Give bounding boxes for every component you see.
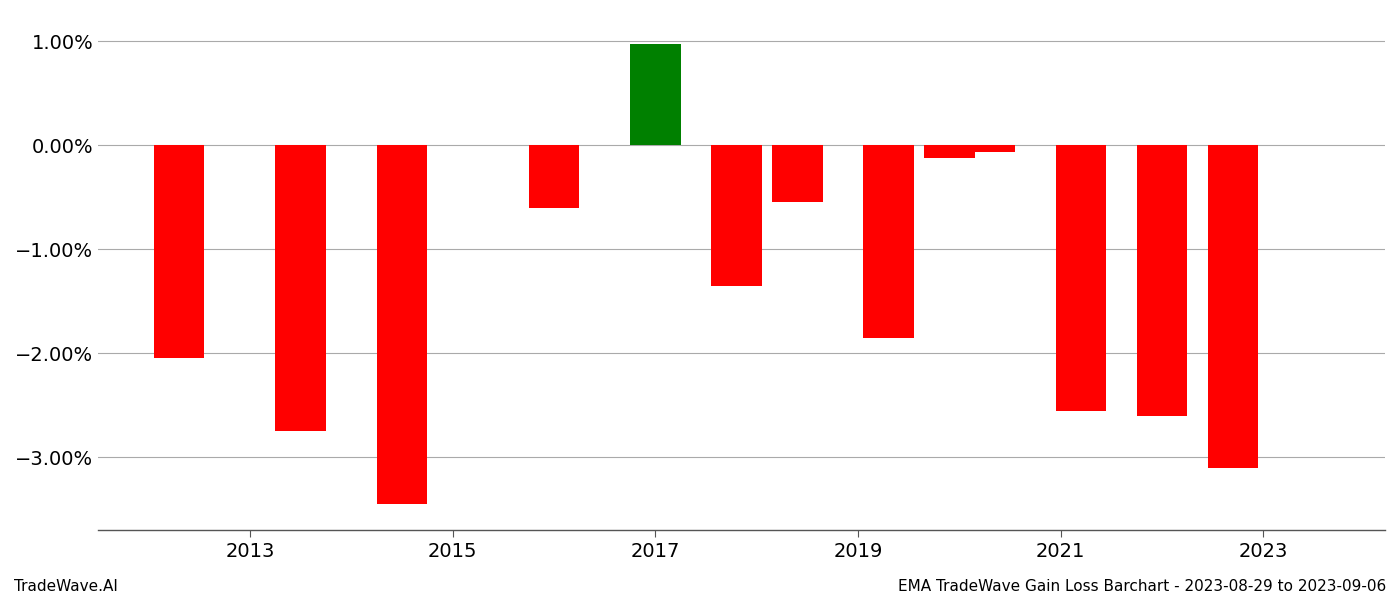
Bar [924,145,974,158]
Text: EMA TradeWave Gain Loss Barchart - 2023-08-29 to 2023-09-06: EMA TradeWave Gain Loss Barchart - 2023-… [897,579,1386,594]
Bar [154,145,204,358]
Bar [1208,145,1259,468]
Bar [1056,145,1106,410]
Bar [1137,145,1187,416]
Bar [771,145,823,202]
Bar [529,145,580,208]
Bar [276,145,326,431]
Bar [965,145,1015,152]
Text: TradeWave.AI: TradeWave.AI [14,579,118,594]
Bar [864,145,914,338]
Bar [630,44,680,145]
Bar [377,145,427,504]
Bar [711,145,762,286]
